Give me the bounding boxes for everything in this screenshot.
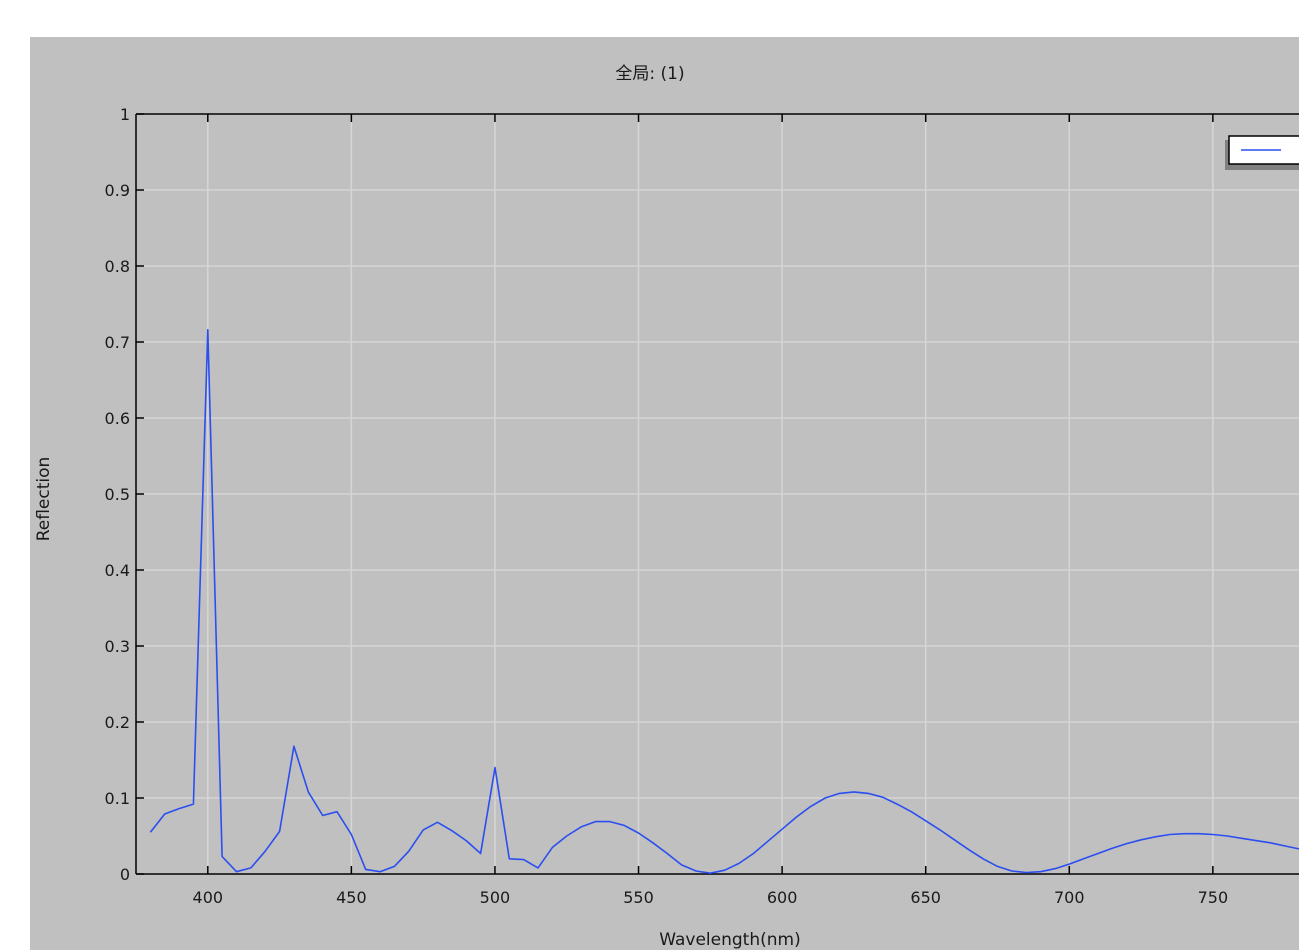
x-tick-label: 700	[1054, 888, 1085, 907]
line-chart: 全局: (1) Reflection Wavelength(nm) 400 450…	[34, 64, 1299, 950]
legend	[1225, 135, 1299, 170]
x-axis-title: Wavelength(nm)	[659, 930, 800, 950]
series-line-0	[149, 328, 1299, 875]
x-tick-label: 500	[480, 888, 511, 907]
x-tick-label: 400	[193, 888, 224, 907]
y-tick-label: 1	[120, 105, 130, 124]
y-tick-label: 0.7	[105, 333, 130, 352]
x-tick-label: 750	[1198, 888, 1229, 907]
y-tick-label: 0.3	[105, 637, 130, 656]
x-tick-label: 550	[623, 888, 654, 907]
chart-title: 全局: (1)	[615, 64, 684, 84]
y-tick-label: 0.5	[105, 485, 130, 504]
y-tick-label: 0.1	[105, 789, 130, 808]
x-tick-label: 600	[767, 888, 798, 907]
y-tick-label: 0.4	[105, 561, 130, 580]
y-axis-title: Reflection	[34, 457, 54, 542]
series-layer	[149, 328, 1299, 875]
axes: 400 450 500 550 600 650 700 750 0 0.1 0.2 0.3 0.4 0.5…	[105, 105, 1299, 907]
x-tick-label: 450	[336, 888, 367, 907]
y-tick-label: 0.9	[105, 181, 130, 200]
y-tick-label: 0	[120, 865, 130, 884]
plot-panel: 全局: (1) Reflection Wavelength(nm) 400 450…	[30, 37, 1299, 950]
y-tick-label: 0.2	[105, 713, 130, 732]
y-tick-label: 0.8	[105, 257, 130, 276]
x-tick-label: 650	[910, 888, 941, 907]
grid	[136, 113, 1299, 875]
y-tick-label: 0.6	[105, 409, 130, 428]
